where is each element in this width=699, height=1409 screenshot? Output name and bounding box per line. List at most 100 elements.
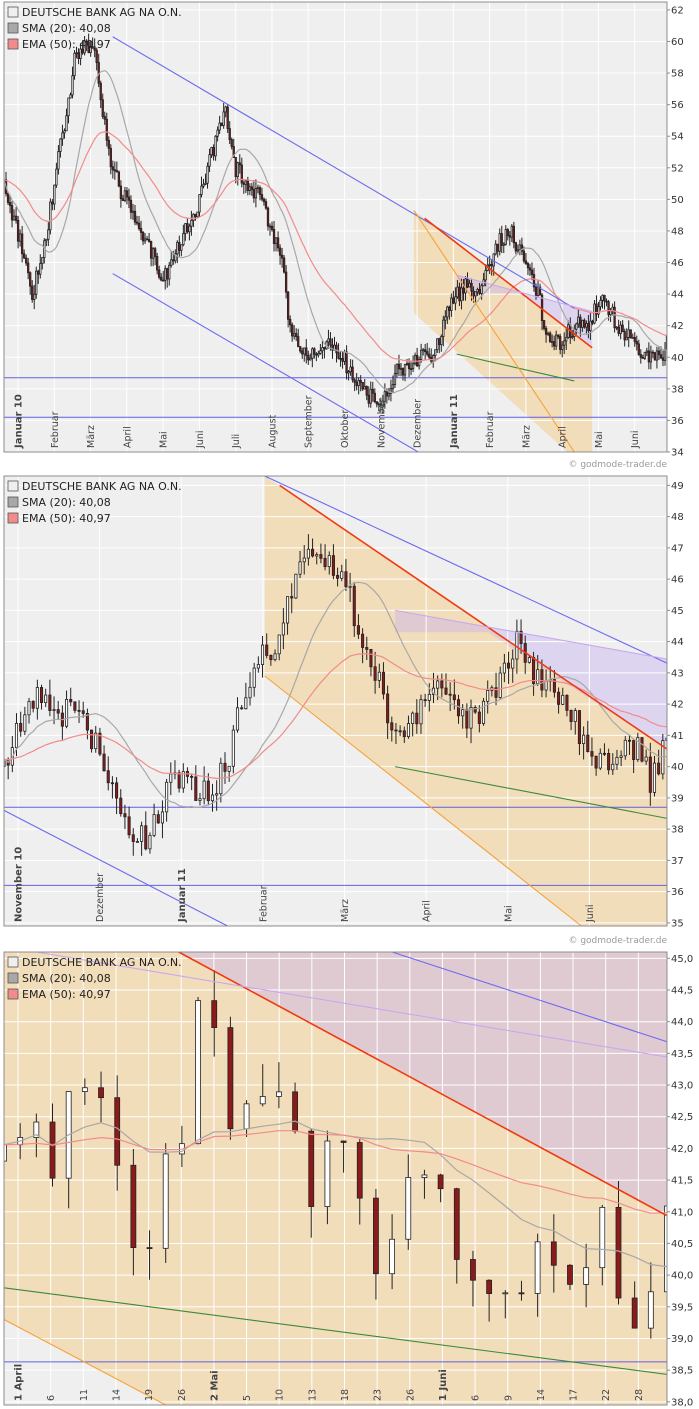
y-tick-label-6: 41,0 [671,1207,693,1218]
candle-body-213 [432,355,435,362]
candle-176 [357,377,360,395]
zones [4,952,684,1405]
candle-34 [550,1214,557,1293]
candle-body-169 [343,351,346,362]
candle-259 [524,252,528,265]
candle-body-168 [341,358,344,362]
candle-246 [498,228,501,256]
legend-sma-text: SMA (20): 40,08 [22,972,111,985]
y-tick-label-5: 40,5 [671,1239,693,1250]
y-tick-label-3: 39,5 [671,1302,693,1313]
candle-37 [77,48,80,65]
candle-body-148 [301,350,304,355]
candle-3 [8,195,12,214]
candle-25 [106,756,110,791]
candle-body-164 [333,344,336,351]
candle-body-101 [423,699,427,702]
candle-181 [367,386,370,408]
candle-95 [398,725,402,737]
candle-80 [164,265,167,290]
candle-289 [585,320,588,335]
candle-78 [327,551,331,575]
candle-body-177 [359,380,362,383]
candle-body-16 [35,270,38,295]
candle-116 [486,680,490,714]
candle-body-251 [508,235,511,238]
candle-73 [149,240,153,267]
candle-body-67 [281,622,285,636]
candle-172 [349,359,352,376]
candle-body-2 [6,193,10,203]
candle-body-139 [582,734,586,744]
candle-body-85 [356,625,360,635]
candle-30 [486,1279,493,1322]
candle-body-6 [98,1087,104,1099]
candle-53 [223,752,227,784]
legend-sma-swatch [7,22,19,34]
candle-body-108 [220,122,223,126]
candle-60 [123,186,127,203]
candle-body-29 [61,132,64,140]
candle-body-32 [67,97,70,117]
legend-title-text: DEUTSCHE BANK AG NA O.N. [22,480,182,493]
candle-152 [309,353,312,361]
candle-125 [254,179,258,208]
candle-64 [269,654,273,666]
candle-body-290 [587,323,590,332]
candle-285 [577,309,580,328]
candle-143 [598,748,602,771]
candle-body-8 [18,233,22,242]
candle-70 [294,573,298,599]
candle-body-321 [649,351,653,363]
candle-body-118 [494,687,498,698]
candle-body-89 [182,233,185,246]
margin-bottom [0,926,699,932]
candle-192 [389,379,393,402]
candle-body-182 [369,388,372,404]
candle-body-11 [48,694,52,711]
candle-body-110 [461,709,465,717]
candle-45 [93,38,96,58]
candle-body-150 [305,347,308,356]
candle-body-27 [437,1174,444,1190]
candle-body-18 [39,263,42,275]
candle-157 [657,749,661,776]
candle-152 [636,732,640,762]
candle-body-227 [460,287,463,302]
candle-body-115 [234,157,237,178]
candle-43 [181,763,185,793]
candle-202 [409,360,413,376]
x-tick-label-6: Juli [231,434,242,449]
candle-88 [369,648,373,677]
x-tick-label-10: November [376,398,387,448]
candle-body-96 [196,211,199,218]
candle-body-11 [25,257,28,264]
y-tick-label-4: 40,0 [671,1271,693,1282]
y-tick-label-6: 46 [671,258,684,269]
candle-138 [280,248,284,268]
candle-body-101 [206,165,209,184]
candle-body-90 [184,223,187,234]
candle-body-131 [266,207,270,227]
candle-101 [423,693,427,707]
zone-0 [264,476,675,926]
candle-body-197 [399,367,403,370]
candle-body-221 [448,306,451,311]
candle-body-296 [599,299,602,308]
y-tick-label-7: 48 [671,226,684,237]
candle-body-174 [353,379,356,383]
candle-159 [323,346,326,359]
candle-175 [355,373,358,391]
x-tick-label-12: Januar 11 [449,394,460,449]
candle-body-106 [216,129,219,137]
candle-body-30 [63,130,66,134]
candle-body-122 [248,186,252,191]
candle-78 [160,273,163,282]
candle-body-130 [544,680,548,691]
candle-body-83 [348,585,352,588]
candle-132 [552,669,556,698]
candle-body-34 [71,75,74,96]
candle-body-31 [131,834,135,842]
candle-96 [402,726,406,743]
candle-body-57 [240,707,244,710]
